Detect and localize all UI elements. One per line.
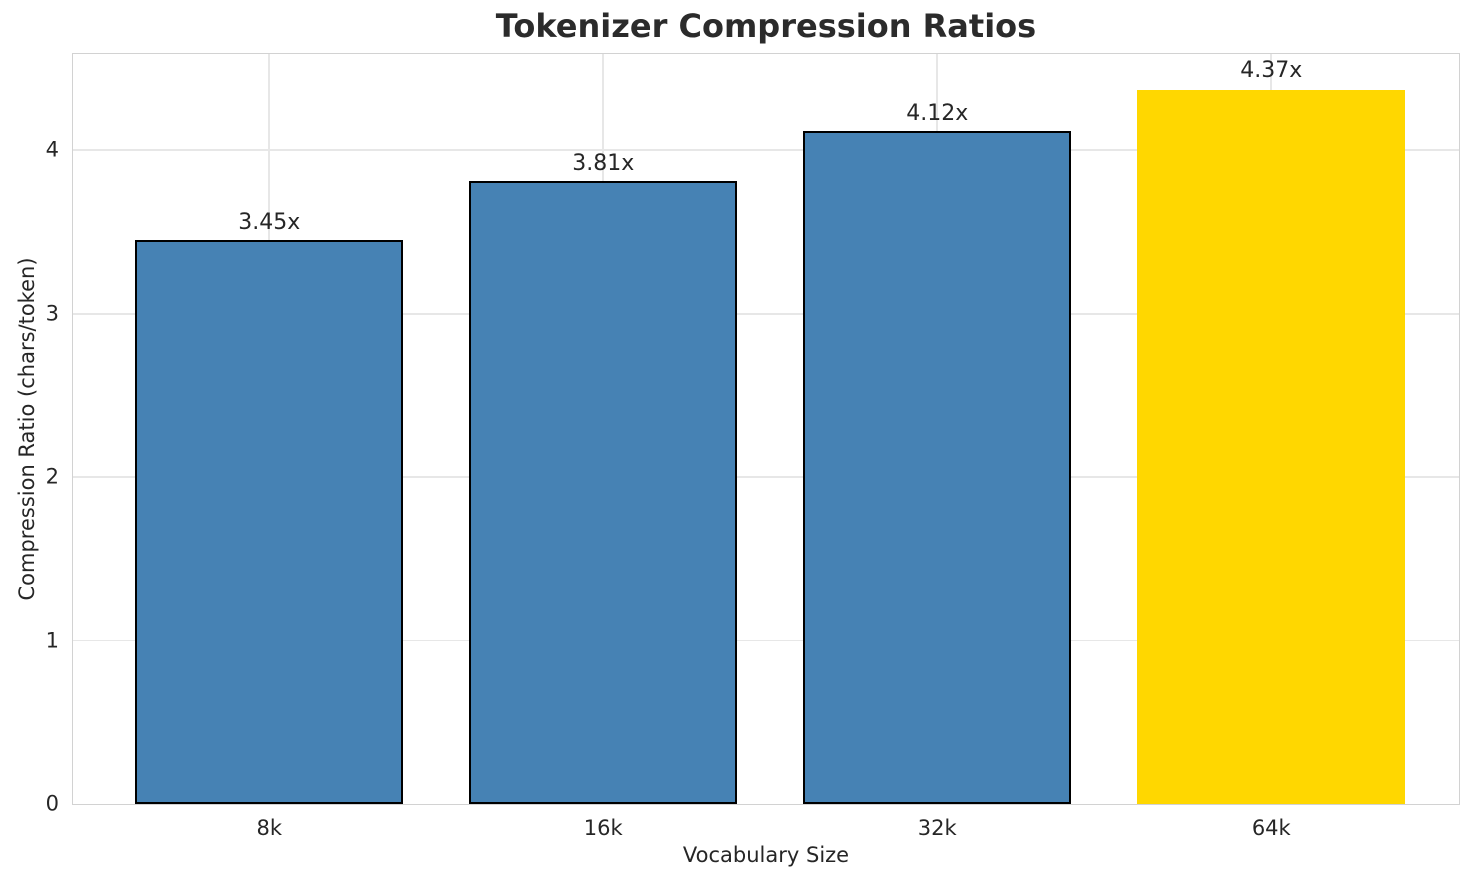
bar-value-label: 4.37x — [1240, 57, 1303, 83]
bar-32k: 4.12x — [803, 101, 1072, 804]
x-axis-label: Vocabulary Size — [682, 843, 850, 867]
y-tick-label: 1 — [45, 628, 59, 653]
y-tick-label: 4 — [45, 137, 59, 162]
y-gridline — [73, 639, 1459, 642]
y-axis-label: Compression Ratio (chars/token) — [15, 257, 39, 601]
y-gridline — [73, 312, 1459, 315]
x-tick-label: 32k — [917, 816, 957, 840]
y-gridline — [73, 476, 1459, 479]
y-gridline — [73, 149, 1459, 152]
x-tick-label: 8k — [256, 816, 282, 840]
bar-8k: 3.45x — [135, 210, 404, 804]
plot-area: 0 1 2 3 4 3.45x 8k 3.81x 16k 4.12x 32k 4.37x 64k — [46, 53, 1460, 840]
y-tick-label: 3 — [45, 301, 59, 326]
bar-value-label: 3.81x — [572, 151, 635, 177]
chart-title: Tokenizer Compression Ratios — [495, 7, 1037, 45]
x-tick-label: 16k — [583, 816, 623, 840]
bar-64k: 4.37x — [1137, 58, 1406, 804]
bar-value-label: 3.45x — [238, 210, 301, 236]
x-tick-label: 64k — [1251, 816, 1291, 840]
bar-16k: 3.81x — [469, 151, 738, 804]
y-tick-label: 0 — [45, 791, 59, 816]
y-tick-label: 2 — [45, 464, 59, 489]
bar-value-label: 4.12x — [906, 100, 969, 126]
